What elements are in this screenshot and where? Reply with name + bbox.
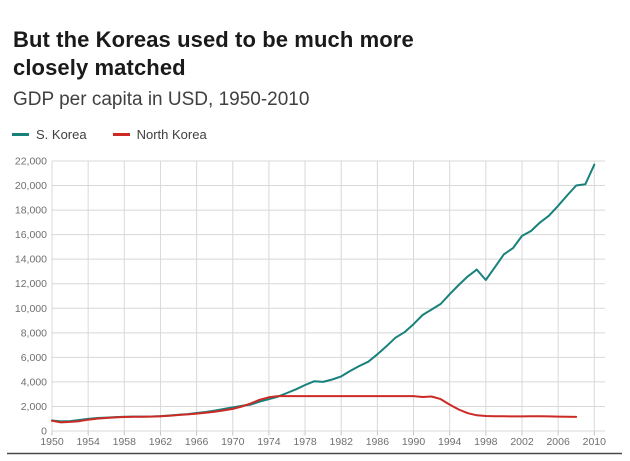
svg-text:2006: 2006 [546,436,570,448]
svg-text:1958: 1958 [113,436,137,448]
chart-area: 1950 1954 1958 1962 1966 1970 1974 1978 1982 1986… [0,150,630,461]
svg-text:1998: 1998 [474,436,498,448]
svg-text:10,000: 10,000 [15,303,47,315]
svg-text:12,000: 12,000 [15,278,47,290]
legend-label: North Korea [136,127,207,142]
legend-label: S. Korea [36,127,87,142]
chart-title: But the Koreas used to be much more clos… [13,26,613,82]
gdp-line-chart: 1950 1954 1958 1962 1966 1970 1974 1978 1982 1986… [7,156,622,455]
chart-title-line1: But the Koreas used to be much more [13,27,414,52]
chart-subtitle: GDP per capita in USD, 1950-2010 [13,89,310,110]
svg-text:1950: 1950 [40,436,64,448]
svg-text:22,000: 22,000 [15,156,47,168]
svg-text:1966: 1966 [185,436,209,448]
legend-item-0: S. Korea [12,127,87,142]
svg-text:8,000: 8,000 [21,327,47,339]
svg-text:1990: 1990 [402,436,426,448]
svg-text:1974: 1974 [257,436,281,448]
svg-text:1982: 1982 [330,436,354,448]
chart-legend: S. Korea North Korea [12,127,207,142]
svg-text:20,000: 20,000 [15,180,47,192]
svg-text:1978: 1978 [293,436,317,448]
svg-text:0: 0 [41,426,47,438]
svg-text:2010: 2010 [583,436,607,448]
svg-text:2002: 2002 [510,436,534,448]
svg-text:6,000: 6,000 [21,352,47,364]
svg-text:14,000: 14,000 [15,254,47,266]
svg-text:2,000: 2,000 [21,401,47,413]
svg-text:1986: 1986 [366,436,390,448]
svg-text:4,000: 4,000 [21,376,47,388]
svg-text:1954: 1954 [76,436,100,448]
legend-line-swatch [112,133,130,136]
svg-text:18,000: 18,000 [15,205,47,217]
legend-line-swatch [12,133,29,136]
svg-text:1994: 1994 [438,436,462,448]
chart-header: But the Koreas used to be much more clos… [13,26,613,111]
svg-text:16,000: 16,000 [15,229,47,241]
svg-text:1962: 1962 [149,436,173,448]
legend-item-1: North Korea [112,127,207,142]
chart-title-line2: closely matched [13,55,186,80]
svg-text:1970: 1970 [221,436,245,448]
